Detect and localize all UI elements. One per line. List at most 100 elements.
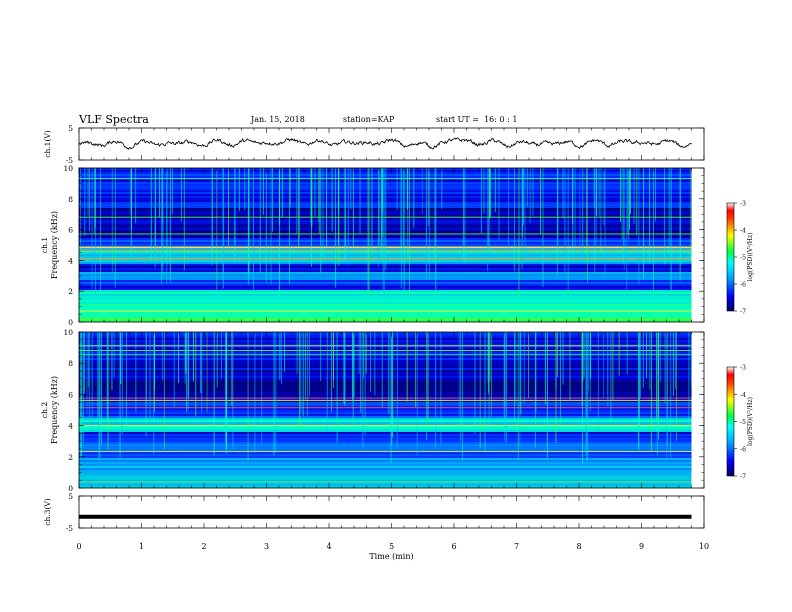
ch2-spectrogram-row <box>79 468 692 470</box>
ch2-spectrogram-streak <box>154 332 155 391</box>
ch2-spectrogram-streak <box>440 332 442 444</box>
xtick-label: 0 <box>76 542 81 551</box>
ch1-spectrogram-streak <box>526 168 528 207</box>
xtick-label: 10 <box>699 542 709 551</box>
ch1-spectrogram-streak <box>542 168 544 287</box>
ch2-spectrogram-streak <box>299 332 301 429</box>
ch1-spectrogram-streak <box>114 168 116 288</box>
ch2-spectrogram-streak <box>638 332 640 431</box>
ch2-spectrogram-streak <box>658 332 659 440</box>
ch1-spectrogram-row <box>79 276 692 278</box>
ch1-spectrogram-streak <box>253 168 254 290</box>
ch2-spectrogram-streak <box>353 332 355 398</box>
ch1-spectrogram-streak <box>540 168 542 235</box>
ch2-spectrogram-row <box>79 392 692 394</box>
ch1-spectrogram-ytick-label: 8 <box>68 195 73 204</box>
ch1-colorbar-scale <box>726 202 735 312</box>
ch1-spectrogram-row <box>79 290 692 292</box>
ch1-spectrogram-streak <box>378 168 380 249</box>
ch1-spectrogram-streak <box>181 168 182 222</box>
ch2-spectrogram-streak <box>362 332 364 448</box>
ch2-spectrogram-streak <box>626 332 628 375</box>
ch1-spectrogram-streak <box>385 168 387 270</box>
ch2-spectrogram-streak <box>106 332 108 422</box>
ch2-spectrogram-row <box>79 414 692 416</box>
ch1-spectrogram-streak <box>154 168 156 268</box>
ch2-spectrogram-streak <box>646 332 647 379</box>
ch2-spectrogram-row <box>79 444 692 446</box>
ch1-spectrogram-streak <box>464 168 466 262</box>
ch1-spectrogram-streak <box>498 168 500 240</box>
ch1-spectrogram-streak <box>572 168 574 252</box>
ch2-spectrogram-row <box>79 344 692 346</box>
ch1-spectrogram-streak <box>582 168 584 259</box>
ch2-spectrogram-streak <box>649 332 651 390</box>
ch2-spectrogram-row <box>79 450 692 452</box>
ch1-spectrogram-streak <box>320 168 322 273</box>
ch2-spectrogram-row <box>79 346 692 348</box>
ch2-spectrogram-streak <box>344 332 346 406</box>
ch1-spectrogram-ytick-label: 2 <box>68 287 73 296</box>
ch2-spectrogram-streak <box>517 332 519 460</box>
ch2-spectrogram-line <box>79 399 692 401</box>
ch2-spectrogram-row <box>79 436 692 438</box>
ch2-spectrogram-row <box>79 332 692 334</box>
ch1-spectrogram-ytick-label: 6 <box>68 226 73 235</box>
ch2-spectrogram-streak <box>560 332 561 424</box>
ch1-spectrogram-streak <box>259 168 261 274</box>
ch2-spectrogram-streak <box>281 332 282 384</box>
ch1-spectrogram-row <box>79 300 692 302</box>
ch2-spectrogram-streak <box>370 332 371 392</box>
ch1-spectrogram-ytick-label: 0 <box>68 318 73 327</box>
ch2-spectrogram-streak <box>583 332 585 378</box>
ch1-spectrogram-streak <box>211 168 213 266</box>
ch2-spectrogram-streak <box>184 332 186 385</box>
ch2-spectrogram-streak <box>273 332 275 456</box>
ch1-spectrogram-row <box>79 308 692 310</box>
ch2-spectrogram-row <box>79 356 692 358</box>
ch2-spectrogram-streak <box>91 332 93 429</box>
ch1-spectrogram-streak <box>279 168 281 297</box>
ch2-spectrogram-ytick-label: 8 <box>68 359 73 368</box>
ch1-spectrogram-streak <box>629 168 630 230</box>
ch2-spectrogram-streak <box>173 332 175 408</box>
ch2-colorbar-tick-label: -4 <box>740 392 746 399</box>
ch2-spectrogram-row <box>79 478 692 480</box>
ch1-spectrogram-row <box>79 220 692 222</box>
ch1-spectrogram-streak <box>84 168 86 237</box>
ch2-spectrogram-ytick-label: 10 <box>63 328 73 337</box>
ch2-spectrogram-row <box>79 380 692 382</box>
ch1-spectrogram-streak <box>94 168 96 228</box>
ch1-spectrogram-row <box>79 272 692 274</box>
ch2-spectrogram-streak <box>284 332 285 372</box>
ch1-spectrogram-row <box>79 232 692 234</box>
ch1-spectrogram-row <box>79 312 692 314</box>
ch2-spectrogram-streak <box>388 332 390 414</box>
ch1-spectrogram-streak <box>562 168 564 219</box>
ch2-spectrogram-streak <box>213 332 215 456</box>
ch1-colorbar-tick-label: -4 <box>740 228 746 235</box>
ch2-spectrogram-streak <box>306 332 308 417</box>
ch1-spectrogram-row <box>79 278 692 280</box>
ch2-spectrogram-streak <box>226 332 228 450</box>
ch1-spectrogram-streak <box>331 168 333 232</box>
ch2-spectrogram-row <box>79 362 692 364</box>
ch1-spectrogram-row <box>79 262 692 264</box>
ch1-spectrogram-row <box>79 274 692 276</box>
ch2-spectrogram-row <box>79 428 692 430</box>
ch2-spectrogram-streak <box>391 332 393 445</box>
ch2-spectrogram-streak <box>381 332 383 407</box>
xtick-label: 6 <box>451 542 456 551</box>
ch1-spectrogram-row <box>79 302 692 304</box>
ch1-spectrogram-streak <box>593 168 595 209</box>
ch1-spectrogram-streak <box>604 168 606 279</box>
ch2-spectrogram-streak <box>582 332 584 382</box>
ch1-spectrogram-streak <box>587 168 589 283</box>
ch2-spectrogram-streak <box>435 332 437 449</box>
ch2-spectrogram-streak <box>535 332 536 449</box>
ch1-spectrogram-streak <box>318 168 320 222</box>
ch1-spectrogram-streak <box>166 168 168 284</box>
xtick-label: 8 <box>576 542 581 551</box>
ch2-spectrogram-row <box>79 440 692 442</box>
ch2-spectrogram-streak <box>358 332 360 375</box>
